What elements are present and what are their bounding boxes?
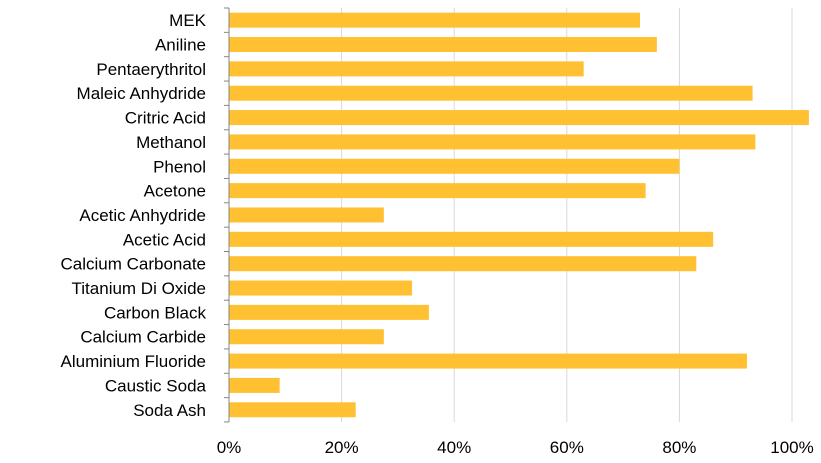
bar xyxy=(229,85,753,101)
bar xyxy=(229,183,646,199)
bar xyxy=(229,280,412,296)
bar xyxy=(229,329,384,345)
x-tick-label: 60% xyxy=(550,438,584,457)
category-labels: MEK Aniline Pentaerythritol Maleic Anhydrid… xyxy=(60,11,206,420)
category-label: Calcium Carbonate xyxy=(60,255,206,274)
category-label: Soda Ash xyxy=(133,401,206,420)
x-tick-label: 100% xyxy=(770,438,813,457)
bar xyxy=(229,353,747,369)
bar xyxy=(229,402,356,418)
bar xyxy=(229,134,756,150)
category-label: Acetic Anhydride xyxy=(79,206,206,225)
category-label: Pentaerythritol xyxy=(96,60,206,79)
bar xyxy=(229,256,697,272)
category-label: Aniline xyxy=(155,36,206,55)
x-tick-labels: 0% 20% 40% 60% 80% 100% xyxy=(217,438,814,457)
category-label: Critric Acid xyxy=(125,109,206,128)
category-label: Maleic Anhydride xyxy=(77,84,206,103)
category-label: Phenol xyxy=(153,157,206,176)
y-axis xyxy=(224,7,230,423)
category-label: Aluminium Fluoride xyxy=(61,352,207,371)
bar xyxy=(229,110,809,126)
bar xyxy=(229,158,680,174)
category-label: Carbon Black xyxy=(104,303,207,322)
bar xyxy=(229,61,584,77)
x-tick-label: 20% xyxy=(325,438,359,457)
x-tick-label: 0% xyxy=(217,438,242,457)
category-label: Methanol xyxy=(136,133,206,152)
category-label: Caustic Soda xyxy=(105,376,207,395)
category-label: Calcium Carbide xyxy=(80,328,206,347)
bar xyxy=(229,231,714,247)
bar xyxy=(229,12,640,28)
bar xyxy=(229,207,384,223)
bar xyxy=(229,37,657,53)
bar xyxy=(229,304,429,320)
category-label: Acetone xyxy=(144,182,206,201)
category-label: MEK xyxy=(169,11,207,30)
bar xyxy=(229,377,280,393)
x-tick-label: 40% xyxy=(437,438,471,457)
category-label: Titanium Di Oxide xyxy=(72,279,206,298)
bars xyxy=(229,12,809,418)
x-tick-label: 80% xyxy=(662,438,696,457)
gridlines xyxy=(341,8,793,422)
category-label: Acetic Acid xyxy=(123,230,206,249)
